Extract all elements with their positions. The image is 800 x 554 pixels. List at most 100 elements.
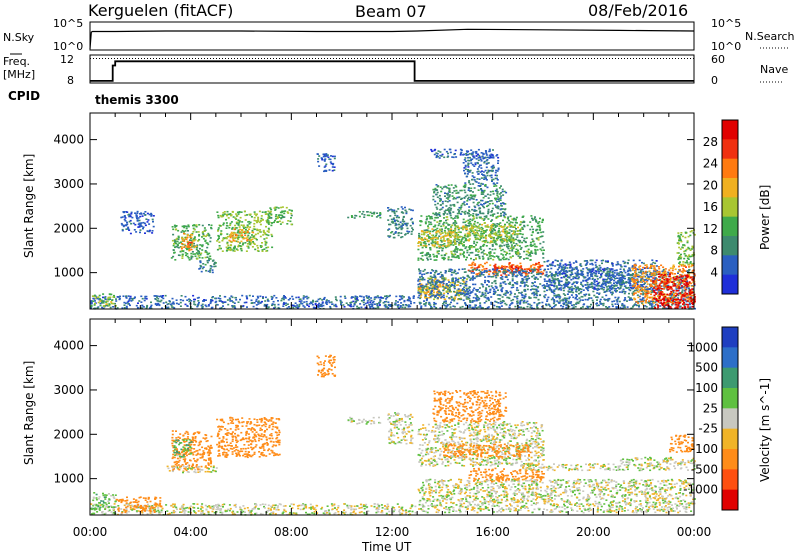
power-cell [317, 306, 320, 308]
power-cell [540, 249, 543, 252]
power-cell [501, 248, 504, 251]
power-cell [424, 222, 427, 225]
power-cell [144, 211, 147, 213]
power-cell [512, 274, 514, 276]
power-cell [475, 248, 477, 251]
power-cell [124, 220, 127, 222]
power-cell [463, 211, 466, 214]
power-cell [504, 254, 507, 256]
power-cell [142, 306, 145, 308]
power-cell [499, 236, 502, 239]
power-cell [227, 246, 230, 249]
power-cell [474, 306, 477, 308]
power-cell [253, 302, 256, 304]
power-cell [488, 251, 491, 254]
power-cell [439, 285, 442, 287]
power-cell [530, 304, 533, 307]
power-cell [454, 230, 457, 232]
power-cell [442, 282, 445, 285]
power-cell [476, 171, 479, 173]
power-cell [576, 295, 578, 297]
power-cell [459, 208, 462, 210]
power-cell [455, 233, 458, 236]
power-cell [426, 259, 429, 261]
power-cell [480, 203, 482, 206]
power-cell [446, 213, 449, 215]
power-cell [454, 281, 457, 283]
power-cell [560, 270, 563, 272]
power-cell [611, 303, 614, 306]
power-cell [443, 148, 446, 151]
power-cell [458, 196, 461, 198]
power-cell [248, 241, 251, 244]
power-cell [564, 294, 567, 296]
power-cell [159, 300, 162, 303]
power-cell [233, 302, 236, 304]
power-cell [441, 202, 444, 205]
power-cell [396, 304, 399, 307]
power-cell [255, 300, 258, 302]
power-cell [434, 200, 437, 203]
power-cell [452, 305, 455, 307]
power-cell [431, 281, 434, 284]
power-cell [470, 230, 473, 232]
power-cell [495, 188, 498, 191]
power-cell [512, 271, 515, 273]
power-cell [585, 293, 588, 296]
power-cell [418, 236, 421, 239]
power-cell [461, 249, 464, 251]
power-cell [434, 285, 437, 288]
power-cell [95, 297, 98, 300]
power-cell [464, 157, 467, 159]
power-cell [431, 243, 434, 246]
power-cell [158, 295, 161, 298]
power-cell [412, 222, 414, 225]
power-cell [517, 255, 520, 257]
power-cell [598, 281, 601, 284]
power-cell [467, 189, 470, 191]
power-cell [395, 219, 398, 222]
power-cell [418, 241, 421, 244]
power-cell [529, 253, 531, 256]
power-cell [457, 277, 460, 280]
power-cell [330, 301, 333, 303]
power-cell [485, 234, 487, 237]
power-cell [174, 246, 176, 249]
power-cell [378, 296, 381, 299]
power-cell [497, 160, 500, 162]
power-cell [536, 273, 538, 275]
power-cell [222, 222, 225, 224]
power-cell [389, 215, 392, 217]
power-cell [435, 206, 438, 209]
power-cell [461, 283, 464, 285]
power-cell [547, 296, 550, 299]
power-cell [517, 233, 520, 235]
power-cell [463, 281, 466, 284]
power-cell [474, 238, 477, 240]
power-cell [198, 252, 201, 255]
power-cell [424, 294, 427, 296]
power-cell [475, 234, 478, 237]
power-cell [232, 301, 235, 303]
power-cell [489, 241, 492, 244]
power-cell [234, 236, 237, 238]
power-cell [444, 240, 446, 242]
power-cell [427, 277, 430, 280]
power-cell [462, 221, 465, 224]
power-cell [457, 228, 460, 231]
power-cell [265, 225, 267, 228]
power-cell [512, 239, 515, 241]
power-cell [182, 299, 185, 302]
power-cell [541, 219, 544, 222]
power-cell [650, 291, 653, 294]
power-cell [456, 238, 459, 240]
power-cell [135, 231, 138, 233]
power-cell [520, 299, 523, 301]
power-cell [197, 250, 200, 252]
power-cell [435, 246, 438, 249]
power-cell [495, 270, 498, 273]
power-cell [177, 238, 180, 241]
power-cell [541, 301, 544, 304]
power-cell [402, 304, 405, 306]
power-cell [541, 305, 544, 308]
